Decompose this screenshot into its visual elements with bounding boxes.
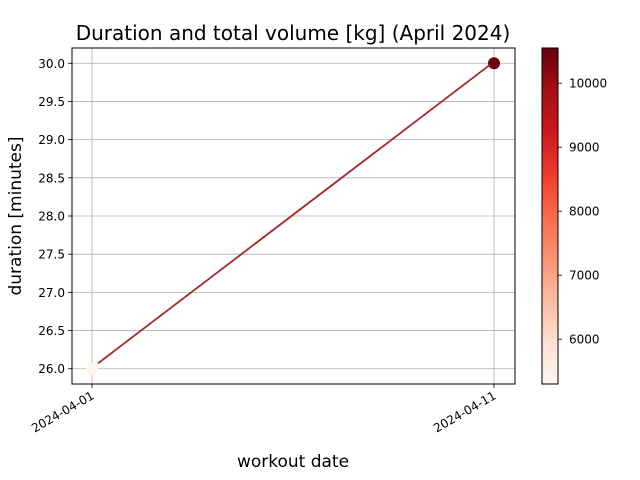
- x-tick-label: 2024-04-11: [431, 388, 498, 435]
- y-tick-label: 28.5: [38, 171, 65, 185]
- y-tick-label: 27.5: [38, 248, 65, 262]
- y-tick-label: 30.0: [38, 57, 65, 71]
- y-tick-label: 29.0: [38, 133, 65, 147]
- x-axis-ticks: 2024-04-01 2024-04-11: [29, 384, 499, 435]
- y-tick-label: 26.5: [38, 324, 65, 338]
- trend-line: [97, 64, 491, 365]
- colorbar-gradient: [541, 47, 559, 385]
- scatter-point: [488, 57, 500, 70]
- y-tick-label: 28.0: [38, 210, 65, 224]
- y-axis-label: duration [minutes]: [6, 136, 26, 295]
- chart-title: Duration and total volume [kg] (April 20…: [76, 21, 511, 45]
- colorbar-tick-label: 10000: [569, 77, 607, 91]
- colorbar-tick-label: 6000: [569, 333, 600, 347]
- gridlines: [72, 48, 515, 384]
- colorbar-ticks: 6000 7000 8000 9000 10000: [558, 77, 607, 347]
- y-tick-label: 26.0: [38, 362, 65, 376]
- colorbar: 6000 7000 8000 9000 10000: [541, 47, 607, 385]
- colorbar-tick-label: 8000: [569, 205, 600, 219]
- y-axis-ticks: 26.0 26.5 27.0 27.5 28.0 28.5 29.0 29.5 30.0: [38, 57, 72, 376]
- scatter-point: [86, 362, 98, 375]
- y-tick-label: 29.5: [38, 95, 65, 109]
- x-tick-label: 2024-04-01: [29, 388, 96, 435]
- x-axis-label: workout date: [237, 452, 349, 472]
- plot-area: 26.0 26.5 27.0 27.5 28.0 28.5 29.0 29.5 30.0 202…: [29, 47, 516, 435]
- colorbar-tick-label: 9000: [569, 141, 600, 155]
- y-tick-label: 27.0: [38, 286, 65, 300]
- colorbar-tick-label: 7000: [569, 269, 600, 283]
- series: [86, 57, 500, 375]
